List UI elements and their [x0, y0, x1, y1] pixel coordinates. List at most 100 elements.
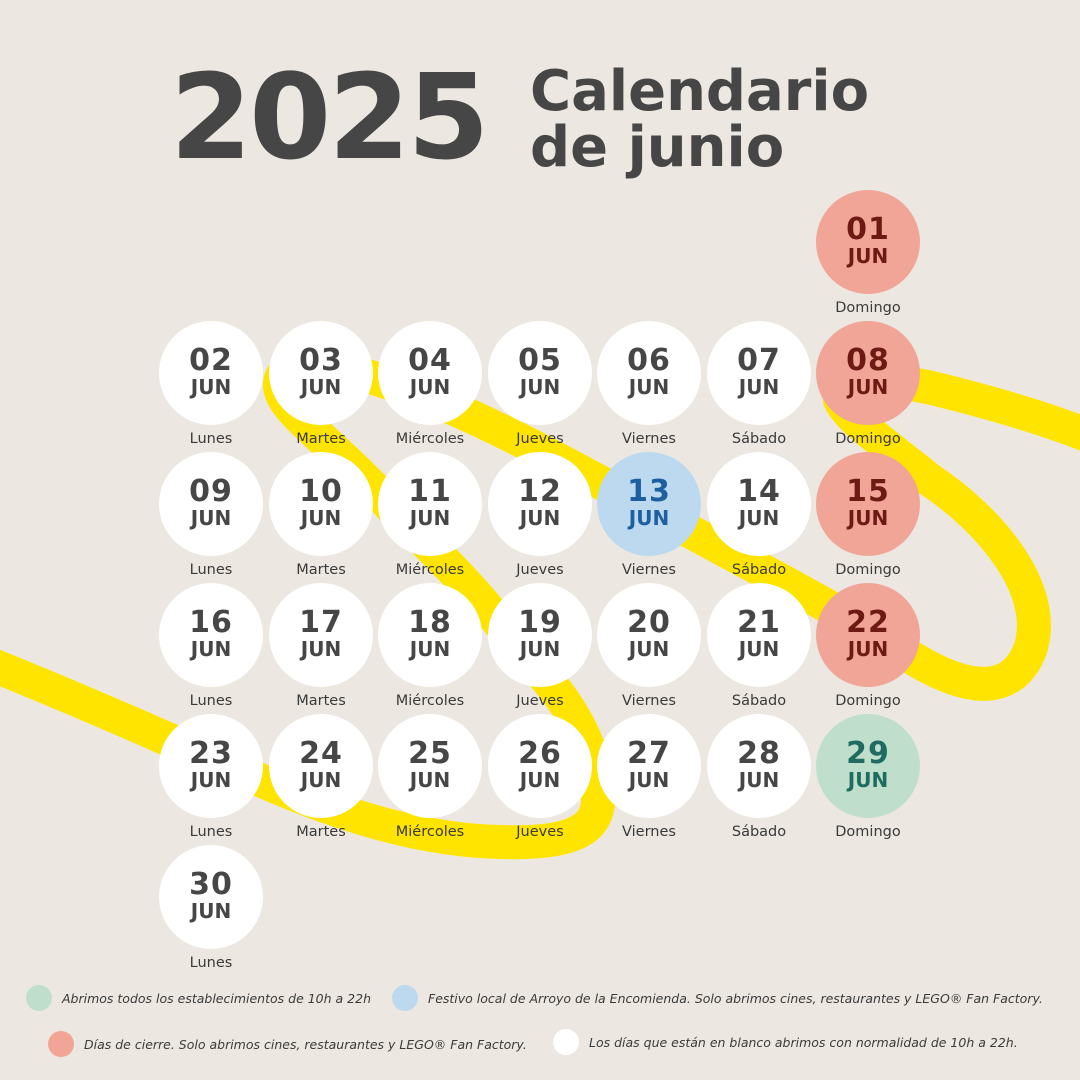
weekday-label: Domingo — [835, 431, 901, 447]
weekday-label: Sábado — [731, 693, 787, 709]
weekday-label: Jueves — [516, 824, 564, 840]
day-circle: 16 JUN — [159, 583, 263, 687]
legend-dot-open — [26, 985, 52, 1011]
day-circle: 09 JUN — [159, 452, 263, 556]
day-number: 05 — [518, 343, 562, 378]
day-number: 19 — [518, 605, 562, 640]
weekday-label: Jueves — [516, 562, 564, 578]
year-title: 2025 — [170, 48, 489, 186]
day-number: 21 — [737, 605, 781, 640]
day-cell: 30 JUN Lunes — [159, 845, 263, 971]
day-cell: 20 JUN Viernes — [597, 583, 701, 709]
day-month: JUN — [519, 375, 561, 399]
day-cell: 03 JUN Martes — [269, 321, 373, 447]
day-circle: 11 JUN — [378, 452, 482, 556]
day-month: JUN — [300, 506, 342, 530]
day-circle: 03 JUN — [269, 321, 373, 425]
legend-dot-closed — [48, 1031, 74, 1057]
day-number: 27 — [627, 736, 671, 771]
legend-holiday: Festivo local de Arroyo de la Encomienda… — [392, 985, 1043, 1011]
day-number: 22 — [846, 605, 890, 640]
day-cell: 02 JUN Lunes — [159, 321, 263, 447]
weekday-label: Viernes — [622, 431, 676, 447]
day-number: 18 — [408, 605, 452, 640]
day-cell: 05 JUN Jueves — [488, 321, 592, 447]
legend-holiday-text: Festivo local de Arroyo de la Encomienda… — [428, 990, 1043, 1006]
weekday-label: Miércoles — [395, 824, 465, 840]
title-line-1: Calendario — [530, 59, 870, 124]
day-number: 04 — [408, 343, 452, 378]
legend-closed-text: Días de cierre. Solo abrimos cines, rest… — [84, 1036, 527, 1052]
day-cell: 01 JUN Domingo — [816, 190, 920, 316]
legend-dot-holiday — [392, 985, 418, 1011]
day-number: 07 — [737, 343, 781, 378]
weekday-label: Viernes — [622, 693, 676, 709]
day-circle: 14 JUN — [707, 452, 811, 556]
day-number: 09 — [189, 474, 233, 509]
day-cell: 04 JUN Miércoles — [378, 321, 482, 447]
day-cell: 16 JUN Lunes — [159, 583, 263, 709]
day-circle: 02 JUN — [159, 321, 263, 425]
weekday-label: Sábado — [731, 562, 787, 578]
day-month: JUN — [628, 768, 670, 792]
day-month: JUN — [519, 637, 561, 661]
weekday-label: Lunes — [189, 431, 233, 447]
weekday-label: Martes — [296, 562, 346, 578]
day-month: JUN — [847, 637, 889, 661]
day-month: JUN — [519, 506, 561, 530]
header: 2025 Calendario de junio — [0, 0, 1080, 190]
day-cell: 24 JUN Martes — [269, 714, 373, 840]
day-month: JUN — [738, 768, 780, 792]
day-cell: 13 JUN Viernes — [597, 452, 701, 578]
day-circle: 07 JUN — [707, 321, 811, 425]
title-line-2: de junio — [530, 115, 785, 180]
day-month: JUN — [190, 375, 232, 399]
day-number: 20 — [627, 605, 671, 640]
day-month: JUN — [409, 768, 451, 792]
day-circle: 26 JUN — [488, 714, 592, 818]
legend-open: Abrimos todos los establecimientos de 10… — [26, 985, 371, 1011]
legend-closed: Días de cierre. Solo abrimos cines, rest… — [48, 1031, 527, 1057]
day-circle: 25 JUN — [378, 714, 482, 818]
day-cell: 14 JUN Sábado — [707, 452, 811, 578]
weekday-label: Jueves — [516, 431, 564, 447]
day-month: JUN — [628, 637, 670, 661]
weekday-label: Viernes — [622, 824, 676, 840]
day-cell: 22 JUN Domingo — [816, 583, 920, 709]
day-number: 23 — [189, 736, 233, 771]
day-number: 26 — [518, 736, 562, 771]
day-month: JUN — [847, 244, 889, 268]
day-circle: 12 JUN — [488, 452, 592, 556]
weekday-label: Viernes — [622, 562, 676, 578]
day-circle: 17 JUN — [269, 583, 373, 687]
weekday-label: Jueves — [516, 693, 564, 709]
day-month: JUN — [190, 768, 232, 792]
day-month: JUN — [409, 637, 451, 661]
day-circle: 23 JUN — [159, 714, 263, 818]
day-month: JUN — [628, 506, 670, 530]
page-title: Calendario de junio — [530, 64, 869, 176]
day-month: JUN — [738, 637, 780, 661]
day-circle: 19 JUN — [488, 583, 592, 687]
day-circle: 27 JUN — [597, 714, 701, 818]
day-number: 17 — [299, 605, 343, 640]
day-cell: 27 JUN Viernes — [597, 714, 701, 840]
day-month: JUN — [409, 375, 451, 399]
day-circle: 18 JUN — [378, 583, 482, 687]
day-number: 10 — [299, 474, 343, 509]
day-cell: 25 JUN Miércoles — [378, 714, 482, 840]
day-cell: 06 JUN Viernes — [597, 321, 701, 447]
day-number: 15 — [846, 474, 890, 509]
day-number: 02 — [189, 343, 233, 378]
weekday-label: Sábado — [731, 431, 787, 447]
day-cell: 18 JUN Miércoles — [378, 583, 482, 709]
legend-normal: Los días que están en blanco abrimos con… — [553, 1029, 1018, 1055]
day-cell: 29 JUN Domingo — [816, 714, 920, 840]
day-cell: 17 JUN Martes — [269, 583, 373, 709]
day-circle: 21 JUN — [707, 583, 811, 687]
day-cell: 07 JUN Sábado — [707, 321, 811, 447]
day-month: JUN — [300, 637, 342, 661]
day-circle: 22 JUN — [816, 583, 920, 687]
day-circle: 30 JUN — [159, 845, 263, 949]
day-circle: 06 JUN — [597, 321, 701, 425]
